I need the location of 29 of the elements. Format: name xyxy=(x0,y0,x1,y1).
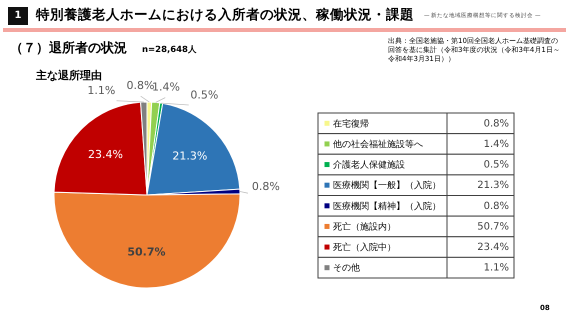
data-label: 21.3% xyxy=(172,149,208,162)
text: （７）退所者の状況 xyxy=(10,40,127,57)
text: 特別養護老人ホームにおける入所者の状況、稼働状況・課題 xyxy=(36,6,414,24)
text: 1.4% xyxy=(484,138,509,150)
data-label: 23.4% xyxy=(88,148,123,162)
data-label: 0.8% xyxy=(126,79,154,92)
legend-label: 他の社会福祉施設等へ xyxy=(333,138,423,150)
data-label: 50.7% xyxy=(127,246,166,259)
legend-label: 介護老人保健施設 xyxy=(333,160,405,171)
legend-label: その他 xyxy=(333,262,360,274)
text: 0.5% xyxy=(484,160,509,171)
text: 0.8% xyxy=(484,118,509,130)
data-label: 0.5% xyxy=(190,88,218,102)
data-label: 1.1% xyxy=(87,84,116,97)
legend-label: 死亡（施設内） xyxy=(333,221,396,232)
text: 21.3% xyxy=(477,180,509,192)
text: 23.4% xyxy=(477,242,509,254)
legend-label: 死亡（入院中） xyxy=(333,242,396,254)
text: n=28,648人 xyxy=(142,44,197,56)
text: 50.7% xyxy=(477,221,509,232)
chart-title: 主な退所理由 xyxy=(36,68,102,83)
text: 1.1% xyxy=(484,262,509,274)
data-label: 1.4% xyxy=(152,80,180,94)
legend-label: 在宅復帰 xyxy=(333,118,369,130)
data-label: 0.8% xyxy=(252,180,280,194)
legend-label: 医療機関【一般】（入院） xyxy=(333,180,441,192)
text: 1 xyxy=(8,7,28,25)
legend-label: 医療機関【精神】（入院） xyxy=(333,200,441,212)
text: 0.8% xyxy=(484,200,509,212)
